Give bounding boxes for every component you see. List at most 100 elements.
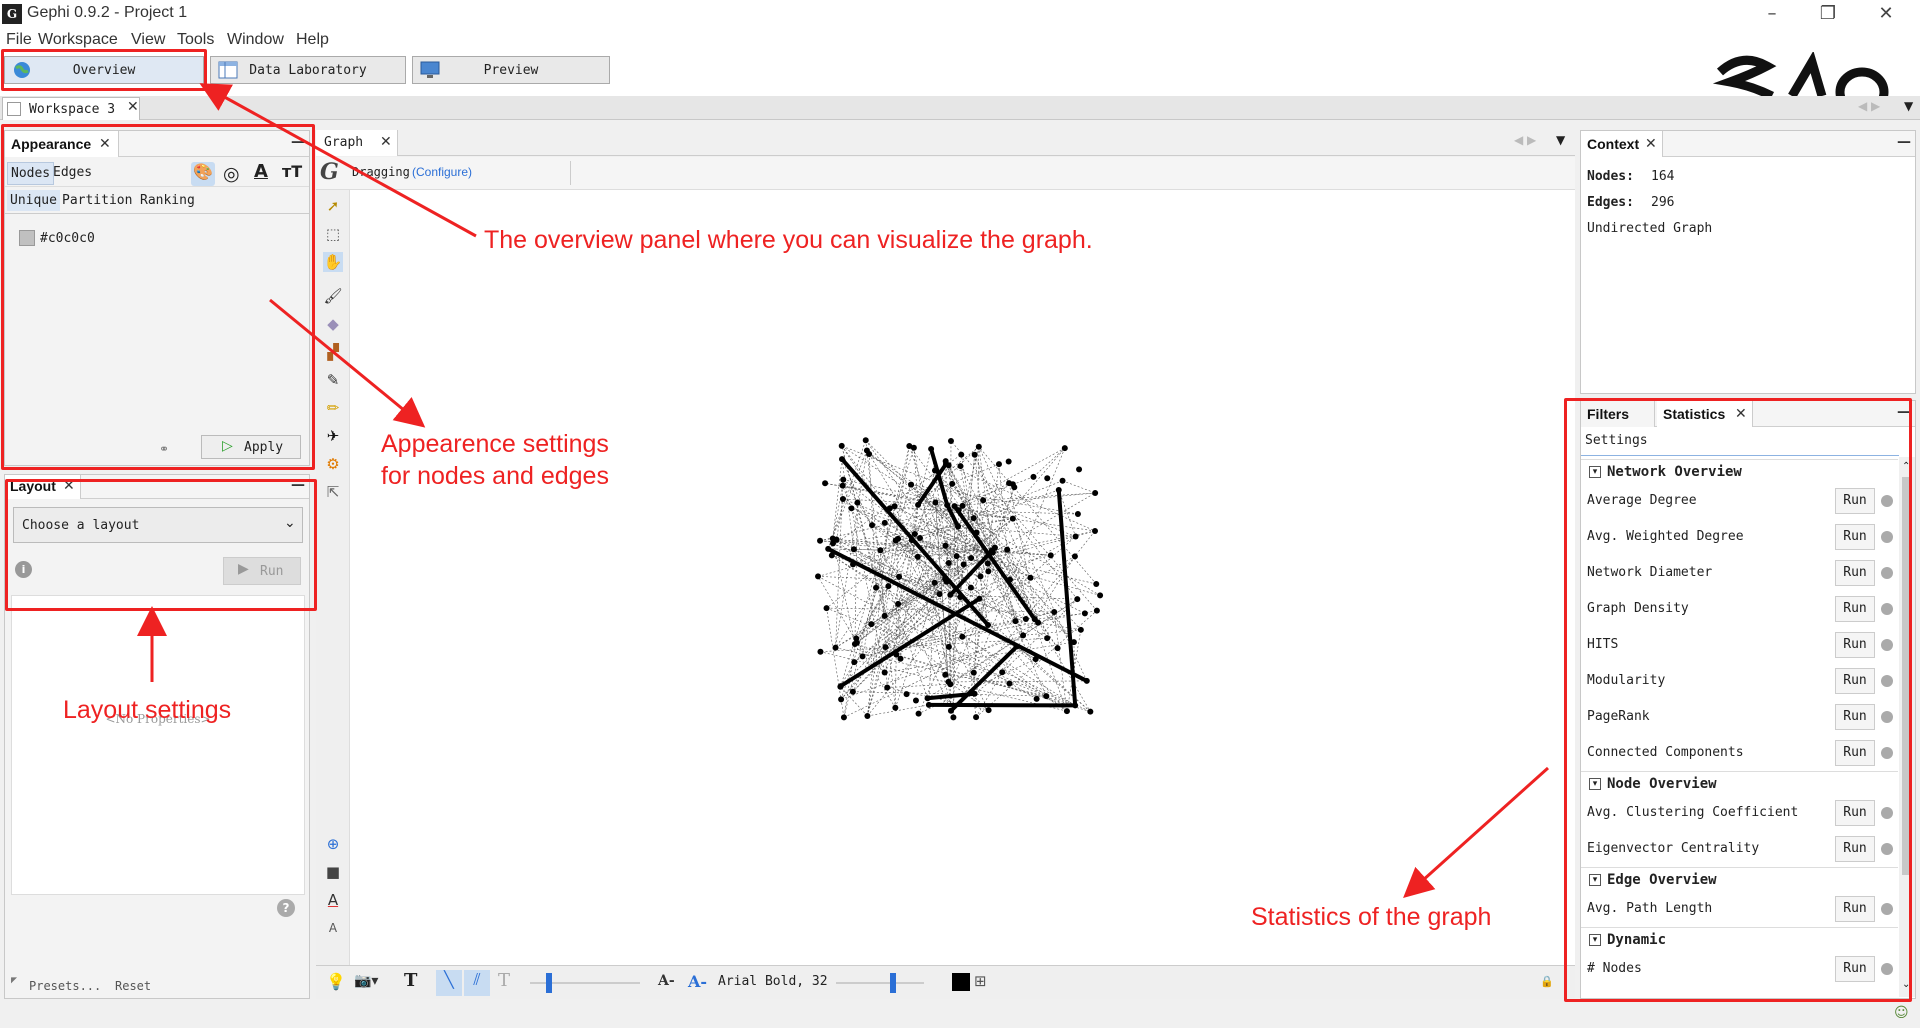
graph-node[interactable] xyxy=(908,537,915,544)
close-workspace-icon[interactable]: ✕ xyxy=(127,99,139,115)
graph-node[interactable] xyxy=(936,591,943,598)
edge-labels-icon[interactable]: T xyxy=(498,970,511,991)
graph-node[interactable] xyxy=(832,644,839,651)
graph-node[interactable] xyxy=(903,691,910,698)
close-appearance-icon[interactable]: ✕ xyxy=(99,136,111,152)
graph-node[interactable] xyxy=(839,482,846,489)
color-swatch[interactable] xyxy=(19,230,35,246)
graph-node[interactable] xyxy=(1074,511,1081,518)
scrollbar-thumb[interactable] xyxy=(1902,477,1912,875)
graph-node[interactable] xyxy=(896,573,903,580)
graph-node[interactable] xyxy=(897,655,904,662)
graph-node[interactable] xyxy=(928,445,935,452)
graph-node[interactable] xyxy=(970,669,977,676)
rectangle-select-icon[interactable]: ⬚ xyxy=(325,225,341,243)
graph-node[interactable] xyxy=(1027,574,1034,581)
graph-node[interactable] xyxy=(1097,592,1104,599)
graph-node[interactable] xyxy=(1043,693,1050,700)
label-color-icon[interactable]: A xyxy=(254,161,268,182)
collapse-icon[interactable]: ▾ xyxy=(1589,778,1601,790)
stat-info-icon[interactable] xyxy=(1881,567,1893,579)
stat-run-button[interactable]: Run xyxy=(1835,596,1875,622)
graph-node[interactable] xyxy=(854,499,861,506)
stat-run-button[interactable]: Run xyxy=(1835,704,1875,730)
graph-node[interactable] xyxy=(886,505,893,512)
graph-node[interactable] xyxy=(823,605,830,612)
graph-node[interactable] xyxy=(908,481,915,488)
graph-node[interactable] xyxy=(881,612,888,619)
pencil-icon[interactable]: ✎ xyxy=(326,371,340,389)
graph-node[interactable] xyxy=(1013,643,1020,650)
font-color-icon[interactable]: A xyxy=(327,891,339,909)
pointer-help-icon[interactable]: ⇱ xyxy=(326,483,340,501)
graph-node[interactable] xyxy=(1077,626,1084,633)
run-layout-button[interactable]: ▶ Run xyxy=(223,557,301,585)
graph-node[interactable] xyxy=(838,696,845,703)
graph-node[interactable] xyxy=(1092,527,1099,534)
graph-node[interactable] xyxy=(955,523,962,530)
stat-run-button[interactable]: Run xyxy=(1835,524,1875,550)
graph-node[interactable] xyxy=(1006,576,1013,583)
graph-node[interactable] xyxy=(862,437,869,444)
graph-node[interactable] xyxy=(910,444,917,451)
graph-node[interactable] xyxy=(848,505,855,512)
stat-info-icon[interactable] xyxy=(1881,807,1893,819)
link-icon[interactable]: ⚭ xyxy=(159,442,170,456)
graph-node[interactable] xyxy=(1011,484,1018,491)
menu-view[interactable]: View xyxy=(131,31,166,48)
graph-node[interactable] xyxy=(1030,473,1037,480)
graph-node[interactable] xyxy=(839,456,846,463)
collapse-icon[interactable]: ▾ xyxy=(1589,874,1601,886)
stat-info-icon[interactable] xyxy=(1881,603,1893,615)
graph-node[interactable] xyxy=(885,583,892,590)
stat-run-button[interactable]: Run xyxy=(1835,632,1875,658)
graph-node[interactable] xyxy=(916,535,923,542)
minimize-context-icon[interactable]: — xyxy=(1897,134,1911,150)
graph-node[interactable] xyxy=(995,461,1002,468)
graph-node[interactable] xyxy=(873,584,880,591)
graph-node[interactable] xyxy=(950,714,957,721)
presets-button[interactable]: Presets... xyxy=(29,979,102,993)
graph-node[interactable] xyxy=(1005,458,1012,465)
stat-run-button[interactable]: Run xyxy=(1835,836,1875,862)
graph-node[interactable] xyxy=(859,653,866,660)
graph-node[interactable] xyxy=(1092,489,1099,496)
graph-node[interactable] xyxy=(1051,608,1058,615)
graph-node[interactable] xyxy=(976,595,983,602)
stat-run-button[interactable]: Run xyxy=(1835,896,1875,922)
data-laboratory-button[interactable]: Data Laboratory xyxy=(210,56,406,84)
graph-node[interactable] xyxy=(884,684,891,691)
graph-node[interactable] xyxy=(959,633,966,640)
graph-node[interactable] xyxy=(1074,596,1081,603)
graph-node[interactable] xyxy=(958,451,965,458)
graph-node[interactable] xyxy=(947,591,954,598)
info-icon[interactable]: i xyxy=(15,561,32,578)
stat-run-button[interactable]: Run xyxy=(1835,560,1875,586)
stat-run-button[interactable]: Run xyxy=(1835,488,1875,514)
graph-node[interactable] xyxy=(850,561,857,568)
graph-node[interactable] xyxy=(911,530,918,537)
brush-icon[interactable]: 🖌 xyxy=(323,287,343,305)
graph-node[interactable] xyxy=(1081,610,1088,617)
stat-section-header[interactable]: ▾ Node Overview xyxy=(1581,771,1898,795)
graph-node[interactable] xyxy=(947,438,954,445)
stat-info-icon[interactable] xyxy=(1881,531,1893,543)
graph-canvas[interactable] xyxy=(350,190,1575,965)
graph-node[interactable] xyxy=(906,443,913,450)
graph-node[interactable] xyxy=(864,712,871,719)
graph-node[interactable] xyxy=(882,644,889,651)
graph-node[interactable] xyxy=(985,707,992,714)
graph-node[interactable] xyxy=(1093,607,1100,614)
graph-node[interactable] xyxy=(942,671,949,678)
label-size-icon[interactable]: тT xyxy=(282,162,303,181)
graph-node[interactable] xyxy=(991,544,998,551)
select-arrow-icon[interactable]: ➚ xyxy=(326,197,340,215)
graph-node[interactable] xyxy=(869,522,876,529)
graph-node[interactable] xyxy=(973,529,980,536)
graph-node[interactable] xyxy=(1022,615,1029,622)
graph-node[interactable] xyxy=(957,594,964,601)
graph-node[interactable] xyxy=(1047,552,1054,559)
diamond-icon[interactable]: ◆ xyxy=(327,315,339,333)
graph-node[interactable] xyxy=(851,659,858,666)
graph-node[interactable] xyxy=(1032,656,1039,663)
